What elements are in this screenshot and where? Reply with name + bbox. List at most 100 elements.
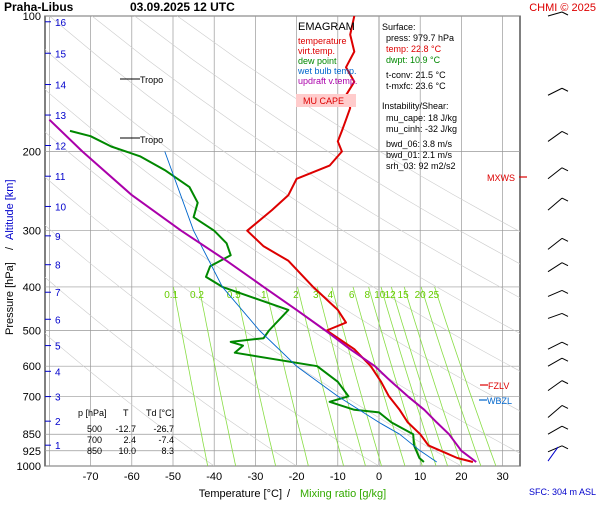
table-row-700-p: 700 <box>87 435 102 445</box>
wind-barb-flag-680 <box>561 380 569 385</box>
altitude-label-10: 10 <box>55 202 67 213</box>
legend-wet-bulb: wet bulb temp. <box>297 66 357 76</box>
wind-barb-flag-100 <box>561 11 569 16</box>
wind-barbs-layer <box>547 11 569 462</box>
x-tick-label--40: -40 <box>206 471 222 483</box>
altitude-label-5: 5 <box>55 342 61 353</box>
y-tick-label-100: 100 <box>23 11 41 23</box>
wind-barb-flag-420 <box>561 290 569 294</box>
mu-cape-badge-bg <box>296 94 356 107</box>
legend-heading: EMAGRAM <box>298 21 355 33</box>
y-tick-label-600: 600 <box>23 361 41 373</box>
wind-barb-flag-850 <box>561 425 569 430</box>
mu-cinh-value: mu_cinh: -32 J/kg <box>386 124 457 134</box>
sfc-altitude-label: SFC: 304 m ASL <box>529 487 596 497</box>
surface-tmxfc: t-mxfc: 23.6 °C <box>386 81 446 91</box>
x-axis-title: Temperature [°C] <box>199 488 282 500</box>
table-header-t: T <box>123 408 129 418</box>
mxws-label: MXWS <box>487 173 515 183</box>
table-header-td: Td [°C] <box>146 408 174 418</box>
altitude-label-2: 2 <box>55 417 61 428</box>
altitude-label-14: 14 <box>55 81 67 92</box>
dry-adiabat-80 <box>45 49 520 372</box>
mu-cape-value: mu_cape: 18 J/kg <box>386 113 457 123</box>
legend-virt-temp: virt.temp. <box>298 46 335 56</box>
dry-adiabat-120 <box>91 16 520 299</box>
y-axis-title-extra: Altitude [km] <box>4 179 16 240</box>
table-row-500-td: -26.7 <box>153 424 174 434</box>
wind-barb-staff-150 <box>547 87 563 96</box>
wind-barb-flag-930 <box>561 445 569 450</box>
x-tick-label--60: -60 <box>124 471 140 483</box>
altitude-label-1: 1 <box>55 441 61 452</box>
surface-press: press: 979.7 hPa <box>386 33 454 43</box>
y-tick-label-850: 850 <box>23 429 41 441</box>
altitude-label-15: 15 <box>55 49 67 60</box>
x-tick-label--70: -70 <box>83 471 99 483</box>
x-tick-label-30: 30 <box>496 471 508 483</box>
wind-barb-flag-150 <box>561 87 569 92</box>
altitude-label-3: 3 <box>55 393 61 404</box>
x-tick-label--30: -30 <box>247 471 263 483</box>
dry-adiabat-160 <box>177 16 520 232</box>
y-tick-label-400: 400 <box>23 282 41 294</box>
y-tick-label-925: 925 <box>23 446 41 458</box>
wind-barb-staff-930 <box>547 445 563 453</box>
mu-cape-badge: MU CAPE <box>303 96 344 106</box>
x-tick-label-0: 0 <box>376 471 382 483</box>
fzlv-label: FZLV <box>488 381 509 391</box>
altitude-label-6: 6 <box>55 315 61 326</box>
surface-dwpt: dwpt: 10.9 °C <box>386 55 441 65</box>
mixing-ratio-line-25 <box>434 286 497 466</box>
y-tick-label-200: 200 <box>23 146 41 158</box>
altitude-label-7: 7 <box>55 288 61 299</box>
wind-barb-flag-780 <box>561 404 569 409</box>
wind-barb-staff-780 <box>547 405 563 418</box>
bwd-01-value: bwd_01: 2.1 m/s <box>386 150 453 160</box>
mixing-ratio-label-25: 25 <box>428 290 440 301</box>
mixing-ratio-label-2: 2 <box>293 290 299 301</box>
mixing-ratio-label-1: 1 <box>261 290 267 301</box>
wind-barb-staff-270 <box>547 197 563 211</box>
copyright: CHMI © 2025 <box>529 2 596 14</box>
altitude-label-16: 16 <box>55 18 67 29</box>
station-title: Praha-Libus <box>4 0 74 14</box>
altitude-label-11: 11 <box>55 172 66 183</box>
wind-barb-flag-230 <box>561 167 569 172</box>
wind-barb-surface <box>547 446 559 462</box>
dry-adiabat-40 <box>45 131 520 454</box>
wind-barb-staff-370 <box>547 262 563 273</box>
altitude-label-4: 4 <box>55 367 61 378</box>
dry-adiabat-20 <box>45 176 462 466</box>
legend-dew-point: dew point <box>298 56 337 66</box>
series-line-dew-point <box>69 129 425 463</box>
mixing-ratio-line-8 <box>368 286 423 466</box>
x-tick-label-20: 20 <box>455 471 467 483</box>
wind-barb-flag-600 <box>561 357 569 362</box>
surface-tconv: t-conv: 21.5 °C <box>386 70 446 80</box>
table-row-700-t: 2.4 <box>123 435 136 445</box>
table-row-700-td: -7.4 <box>158 435 174 445</box>
mixing-ratio-line-0.1 <box>173 286 209 466</box>
altitude-label-12: 12 <box>55 142 67 153</box>
wind-barb-flag-270 <box>561 197 569 202</box>
mixing-ratio-label-0.1: 0.1 <box>164 290 178 301</box>
dry-adiabat-0 <box>45 224 380 466</box>
table-row-850-p: 850 <box>87 446 102 456</box>
y-axis-title-sep: / <box>4 246 16 250</box>
y-axis-title: Pressure [hPa] <box>4 262 16 335</box>
wind-barb-flag-550 <box>561 341 569 346</box>
mixing-ratio-label-8: 8 <box>365 290 371 301</box>
dry-adiabat--20 <box>45 276 297 466</box>
wbzl-label: WBZL <box>487 396 512 406</box>
wind-barb-staff-550 <box>547 341 563 350</box>
x-axis-title-extra: Mixing ratio [g/kg] <box>300 488 386 500</box>
srh-03-value: srh_03: 92 m2/s2 <box>386 161 456 171</box>
mixing-ratio-line-1 <box>265 286 309 466</box>
x-tick-label--10: -10 <box>330 471 346 483</box>
wind-barb-staff-680 <box>547 380 563 392</box>
mixing-ratio-label-0.5: 0.5 <box>227 290 241 301</box>
